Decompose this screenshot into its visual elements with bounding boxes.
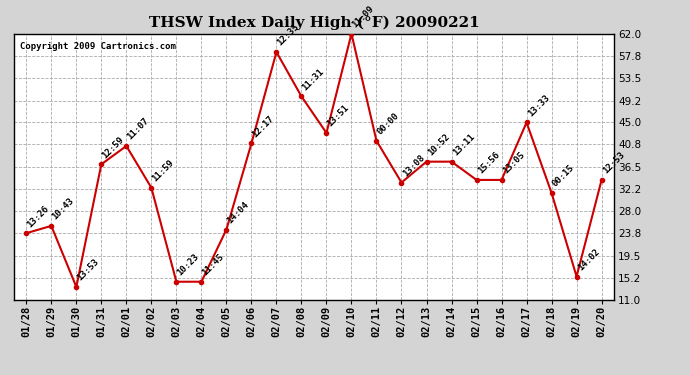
- Text: 11:07: 11:07: [126, 117, 151, 142]
- Text: 00:15: 00:15: [551, 164, 576, 189]
- Text: 12:53: 12:53: [601, 150, 626, 176]
- Text: 11:59: 11:59: [150, 158, 176, 184]
- Text: 13:11: 13:11: [451, 132, 476, 158]
- Text: 13:26: 13:26: [26, 204, 51, 229]
- Text: 13:08: 13:08: [401, 153, 426, 178]
- Text: 12:59: 12:59: [101, 135, 126, 160]
- Text: 11:45: 11:45: [201, 252, 226, 278]
- Text: 14:02: 14:02: [575, 247, 601, 272]
- Text: 14:04: 14:04: [226, 200, 251, 225]
- Text: 13:51: 13:51: [326, 104, 351, 129]
- Title: THSW Index Daily High (°F) 20090221: THSW Index Daily High (°F) 20090221: [148, 15, 480, 30]
- Text: 13:53: 13:53: [75, 257, 101, 283]
- Text: 10:23: 10:23: [175, 252, 201, 278]
- Text: 10:52: 10:52: [426, 132, 451, 158]
- Text: 11:31: 11:31: [301, 67, 326, 92]
- Text: 11:09: 11:09: [351, 4, 376, 30]
- Text: Copyright 2009 Cartronics.com: Copyright 2009 Cartronics.com: [20, 42, 176, 51]
- Text: 12:17: 12:17: [250, 114, 276, 139]
- Text: 15:56: 15:56: [475, 150, 501, 176]
- Text: 13:33: 13:33: [526, 93, 551, 118]
- Text: 00:00: 00:00: [375, 111, 401, 136]
- Text: 13:05: 13:05: [501, 150, 526, 176]
- Text: 12:35: 12:35: [275, 22, 301, 48]
- Text: 10:43: 10:43: [50, 196, 76, 222]
